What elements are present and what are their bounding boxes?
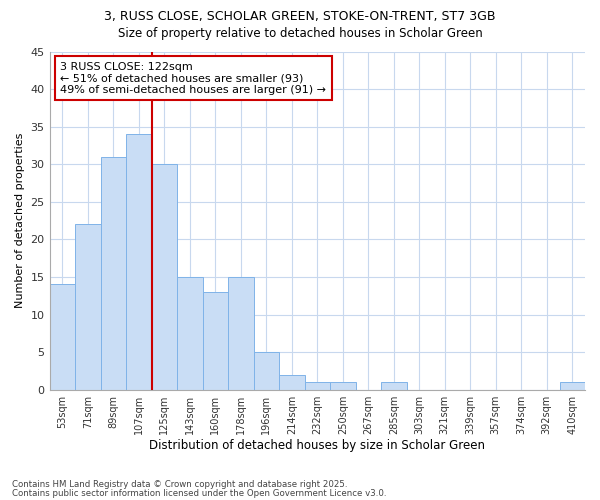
Text: Size of property relative to detached houses in Scholar Green: Size of property relative to detached ho… xyxy=(118,28,482,40)
Bar xyxy=(177,277,203,390)
Bar xyxy=(203,292,228,390)
Y-axis label: Number of detached properties: Number of detached properties xyxy=(15,133,25,308)
Text: 3, RUSS CLOSE, SCHOLAR GREEN, STOKE-ON-TRENT, ST7 3GB: 3, RUSS CLOSE, SCHOLAR GREEN, STOKE-ON-T… xyxy=(104,10,496,23)
Bar xyxy=(126,134,152,390)
Text: 3 RUSS CLOSE: 122sqm
← 51% of detached houses are smaller (93)
49% of semi-detac: 3 RUSS CLOSE: 122sqm ← 51% of detached h… xyxy=(60,62,326,95)
Bar xyxy=(254,352,279,390)
Bar xyxy=(101,156,126,390)
Bar xyxy=(50,284,75,390)
Bar xyxy=(152,164,177,390)
Text: Contains HM Land Registry data © Crown copyright and database right 2025.: Contains HM Land Registry data © Crown c… xyxy=(12,480,347,489)
Bar xyxy=(330,382,356,390)
X-axis label: Distribution of detached houses by size in Scholar Green: Distribution of detached houses by size … xyxy=(149,440,485,452)
Bar xyxy=(228,277,254,390)
Bar xyxy=(279,374,305,390)
Bar xyxy=(560,382,585,390)
Bar xyxy=(381,382,407,390)
Text: Contains public sector information licensed under the Open Government Licence v3: Contains public sector information licen… xyxy=(12,489,386,498)
Bar xyxy=(305,382,330,390)
Bar xyxy=(75,224,101,390)
